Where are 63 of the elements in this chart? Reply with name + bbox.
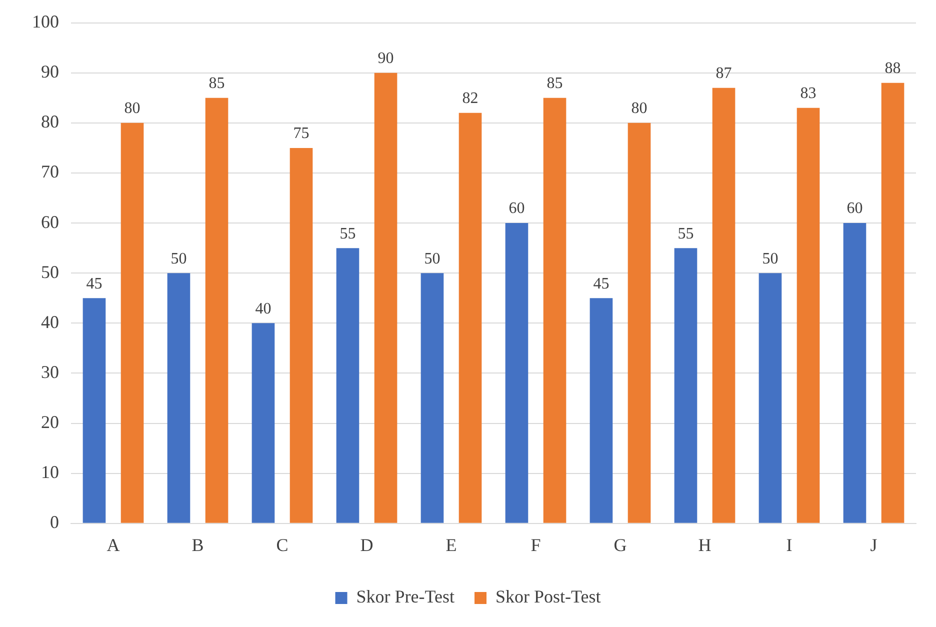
x-tick-label: D — [360, 534, 374, 555]
y-tick-label: 50 — [41, 262, 59, 282]
bar — [167, 273, 190, 523]
y-tick-label: 40 — [41, 312, 59, 332]
data-label: 80 — [124, 100, 140, 118]
bar — [290, 148, 313, 523]
x-tick-label: G — [614, 534, 627, 555]
data-label: 75 — [293, 125, 310, 142]
bar — [796, 108, 820, 523]
bar — [120, 122, 144, 523]
y-tick-label: 70 — [41, 162, 59, 182]
bar — [590, 298, 613, 523]
data-label: 45 — [86, 275, 102, 292]
data-label: 85 — [546, 75, 563, 92]
x-tick-label: J — [870, 534, 878, 555]
y-tick-label: 60 — [41, 212, 59, 232]
bar — [758, 273, 782, 523]
bar — [843, 223, 866, 523]
bar — [374, 72, 398, 523]
bar — [543, 98, 566, 523]
bar — [505, 223, 528, 523]
bar — [674, 248, 698, 523]
x-tick-label: E — [446, 534, 457, 555]
y-tick-label: 30 — [41, 362, 59, 382]
data-label: 60 — [508, 200, 525, 218]
data-label: 82 — [462, 90, 478, 108]
data-label: 55 — [678, 225, 694, 242]
data-label: 85 — [208, 75, 225, 92]
x-tick-label: H — [698, 534, 712, 555]
bar — [628, 122, 651, 523]
bar — [252, 323, 275, 523]
data-label: 50 — [424, 250, 440, 268]
bar — [458, 112, 482, 523]
x-tick-label: C — [276, 534, 288, 555]
data-label: 55 — [340, 225, 356, 242]
y-tick-label: 10 — [41, 462, 59, 482]
data-label: 45 — [593, 275, 610, 292]
data-label: 87 — [716, 65, 732, 82]
y-tick-label: 20 — [41, 412, 59, 432]
legend-label: Skor Post-Test — [495, 586, 601, 607]
bar — [205, 98, 228, 523]
data-label: 90 — [378, 50, 394, 68]
y-tick-label: 80 — [41, 112, 59, 132]
y-tick-label: 100 — [32, 12, 59, 32]
bar — [336, 248, 360, 523]
x-tick-label: I — [786, 534, 792, 555]
x-tick-label: B — [192, 534, 204, 555]
data-label: 50 — [762, 250, 778, 268]
y-tick-label: 90 — [41, 62, 59, 82]
data-label: 80 — [631, 100, 648, 118]
data-label: 50 — [170, 250, 187, 268]
data-label: 60 — [846, 200, 863, 218]
bar — [420, 273, 444, 523]
bar — [712, 88, 736, 523]
data-label: 88 — [884, 60, 901, 78]
legend-label: Skor Pre-Test — [356, 586, 454, 607]
bar — [82, 298, 106, 523]
y-tick-label: 0 — [50, 512, 59, 532]
x-tick-label: A — [106, 534, 120, 555]
data-label: 40 — [255, 300, 272, 318]
bar — [881, 82, 904, 523]
x-tick-label: F — [530, 534, 541, 555]
data-label: 83 — [800, 85, 816, 102]
